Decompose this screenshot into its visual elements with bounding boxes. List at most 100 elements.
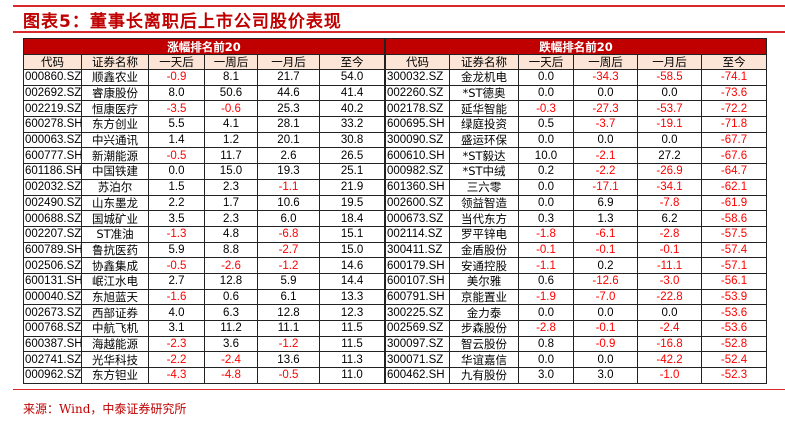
return-value: 0.0 bbox=[573, 131, 638, 149]
stock-code: 002114.SZ bbox=[385, 225, 450, 243]
return-value: 0.6 bbox=[204, 288, 258, 306]
stock-name: 中国铁建 bbox=[81, 163, 149, 180]
stock-name: ST准油 bbox=[81, 225, 149, 243]
table-row: 002600.SZ 领益智造 0.0 6.9 -7.8 -61.9 bbox=[385, 194, 768, 212]
return-value: -3.7 bbox=[573, 116, 638, 133]
return-value: 11.2 bbox=[204, 320, 258, 337]
return-value: 33.2 bbox=[318, 116, 386, 133]
return-value: 40.2 bbox=[318, 100, 386, 118]
return-value: -0.9 bbox=[148, 69, 205, 86]
column-header: 一天后 bbox=[518, 54, 574, 70]
table-row: 000040.SZ 东旭蓝天 -1.6 0.6 6.1 13.3 bbox=[23, 288, 386, 306]
return-value: -1.0 bbox=[637, 367, 702, 384]
return-value: 13.6 bbox=[257, 351, 320, 369]
return-value: -53.7 bbox=[637, 100, 702, 118]
stock-name: 华谊嘉信 bbox=[449, 351, 519, 369]
return-value: -1.1 bbox=[257, 178, 320, 196]
stock-name: 当代东方 bbox=[449, 210, 519, 227]
return-value: -2.2 bbox=[573, 163, 638, 180]
figure-title: 图表5：董事长离职后上市公司股价表现 bbox=[23, 12, 342, 32]
stock-code: 002207.SZ bbox=[23, 225, 82, 243]
stock-code: 300411.SZ bbox=[385, 241, 450, 259]
return-value: 30.8 bbox=[318, 131, 386, 149]
table-row: 000673.SZ 当代东方 0.3 1.3 6.2 -58.6 bbox=[385, 210, 768, 227]
stock-code: 601186.SH bbox=[23, 163, 82, 180]
return-value: 11.5 bbox=[318, 335, 386, 353]
return-value: -7.8 bbox=[637, 194, 702, 212]
return-value: 0.0 bbox=[518, 351, 574, 369]
return-value: -2.8 bbox=[637, 225, 702, 243]
return-value: 25.3 bbox=[257, 100, 320, 118]
return-value: -53.6 bbox=[700, 320, 768, 337]
table-row: 300097.SZ 智云股份 0.8 -0.9 -16.8 -52.8 bbox=[385, 335, 768, 353]
stock-code: 002032.SZ bbox=[23, 178, 82, 196]
stock-name: 顺鑫农业 bbox=[81, 69, 149, 86]
return-value: 5.5 bbox=[148, 116, 205, 133]
bottom-rule bbox=[13, 389, 785, 390]
return-value: -2.6 bbox=[204, 257, 258, 274]
return-value: 2.3 bbox=[204, 210, 258, 227]
table-row: 000962.SZ 东方钽业 -4.3 -4.8 -0.5 11.0 bbox=[23, 367, 386, 384]
return-value: 10.6 bbox=[257, 194, 320, 212]
return-value: 0.0 bbox=[573, 304, 638, 321]
stock-name: 国城矿业 bbox=[81, 210, 149, 227]
stock-name: 领益智造 bbox=[449, 194, 519, 212]
return-value: -56.1 bbox=[700, 272, 768, 290]
stock-code: 002673.SZ bbox=[23, 304, 82, 321]
table-row: 600179.SH 安通控股 -1.1 0.2 -11.1 -57.1 bbox=[385, 257, 768, 274]
table-row: 002569.SZ 步森股份 -2.8 -0.1 -2.4 -53.6 bbox=[385, 320, 768, 337]
return-value: -2.3 bbox=[148, 335, 205, 353]
return-value: 3.1 bbox=[148, 320, 205, 337]
return-value: 11.3 bbox=[318, 351, 386, 369]
return-value: -1.2 bbox=[257, 335, 320, 353]
stock-name: 西部证券 bbox=[81, 304, 149, 321]
stock-code: 002506.SZ bbox=[23, 257, 82, 274]
return-value: 54.0 bbox=[318, 69, 386, 86]
stock-name: 金盾股份 bbox=[449, 241, 519, 259]
return-value: 21.9 bbox=[318, 178, 386, 196]
stock-code: 600131.SH bbox=[23, 272, 82, 290]
return-value: -17.1 bbox=[573, 178, 638, 196]
return-value: -0.6 bbox=[204, 100, 258, 118]
return-value: 8.8 bbox=[204, 241, 258, 259]
return-value: -27.3 bbox=[573, 100, 638, 118]
return-value: -67.6 bbox=[700, 147, 768, 165]
stock-name: 光华科技 bbox=[81, 351, 149, 369]
return-value: -16.8 bbox=[637, 335, 702, 353]
column-header: 一周后 bbox=[573, 54, 638, 70]
return-value: -12.6 bbox=[573, 272, 638, 290]
stock-code: 600791.SH bbox=[385, 288, 450, 306]
return-value: 11.7 bbox=[204, 147, 258, 165]
return-value: -26.9 bbox=[637, 163, 702, 180]
table-row: 002692.SZ 睿康股份 8.0 50.6 44.6 41.4 bbox=[23, 84, 386, 102]
table-row: 601360.SH 三六零 0.0 -17.1 -34.1 -62.1 bbox=[385, 178, 768, 196]
return-value: 0.5 bbox=[518, 116, 574, 133]
return-value: 19.5 bbox=[318, 194, 386, 212]
stock-code: 000962.SZ bbox=[23, 367, 82, 384]
source-note: 来源：Wind，中泰证券研究所 bbox=[23, 402, 187, 416]
stock-code: 000063.SZ bbox=[23, 131, 82, 149]
return-value: 0.0 bbox=[637, 84, 702, 102]
return-value: 15.1 bbox=[318, 225, 386, 243]
return-value: 14.6 bbox=[318, 257, 386, 274]
return-value: 6.2 bbox=[637, 210, 702, 227]
return-value: 26.5 bbox=[318, 147, 386, 165]
return-value: -61.9 bbox=[700, 194, 768, 212]
stock-name: 协鑫集成 bbox=[81, 257, 149, 274]
stock-name: 睿康股份 bbox=[81, 84, 149, 102]
return-value: -3.0 bbox=[637, 272, 702, 290]
return-value: -57.5 bbox=[700, 225, 768, 243]
return-value: -52.3 bbox=[700, 367, 768, 384]
gainers-table: 涨幅排名前20 代码 证券名称 一天后 一周后 一月后 至今 000860.SZ 顺鑫农业 -0.… bbox=[22, 38, 386, 384]
return-value: -0.5 bbox=[257, 367, 320, 384]
return-value: -1.9 bbox=[518, 288, 574, 306]
return-value: -42.2 bbox=[637, 351, 702, 369]
return-value: 0.0 bbox=[637, 131, 702, 149]
return-value: -0.3 bbox=[518, 100, 574, 118]
table-row: 600131.SH 岷江水电 2.7 12.8 5.9 14.4 bbox=[23, 272, 386, 290]
return-value: 12.8 bbox=[204, 272, 258, 290]
stock-code: 000673.SZ bbox=[385, 210, 450, 227]
return-value: -72.2 bbox=[700, 100, 768, 118]
stock-code: 600278.SH bbox=[23, 116, 82, 133]
return-value: 0.0 bbox=[573, 84, 638, 102]
